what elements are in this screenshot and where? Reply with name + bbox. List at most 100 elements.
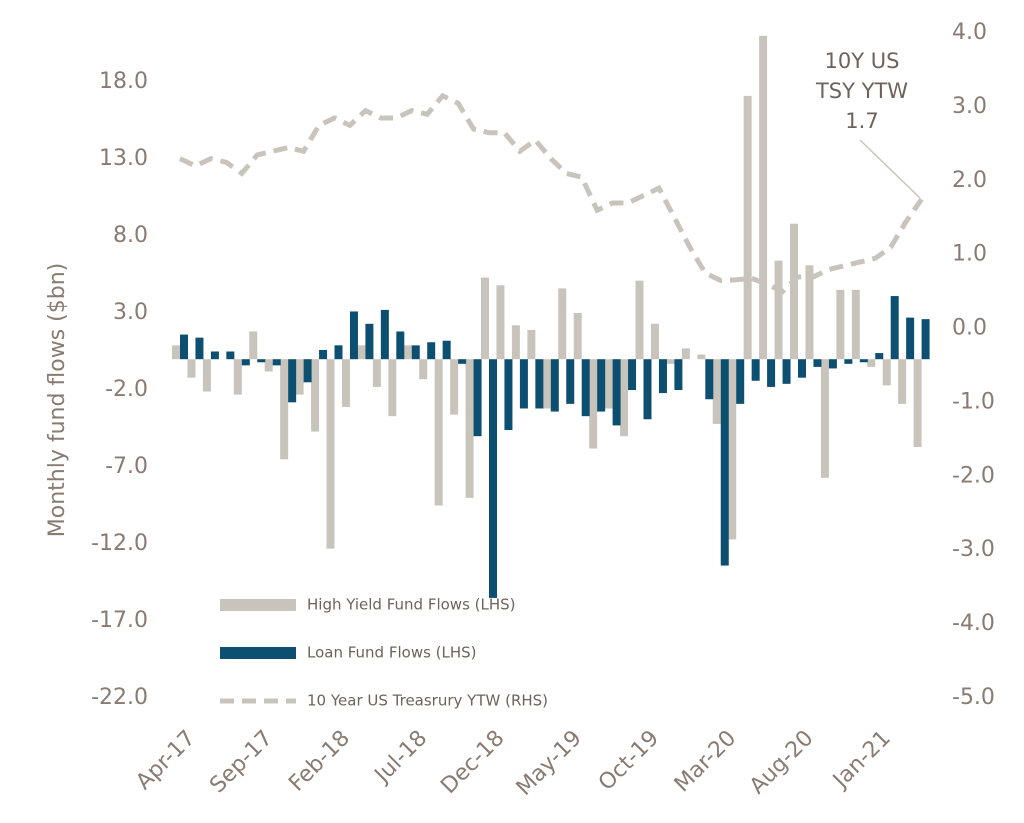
legend-label: High Yield Fund Flows (LHS)	[307, 596, 516, 614]
bar	[674, 359, 683, 390]
bar	[828, 359, 837, 369]
bar	[720, 359, 729, 566]
bar	[635, 280, 644, 360]
bar	[511, 325, 520, 360]
bar	[519, 359, 528, 409]
bar	[697, 354, 706, 360]
x-tick-label: Sep-17	[205, 726, 277, 798]
bar	[326, 359, 335, 549]
bar	[202, 359, 211, 392]
bar	[172, 345, 180, 360]
bar	[666, 359, 675, 364]
bar	[604, 359, 613, 409]
bar	[751, 359, 760, 381]
bar	[434, 359, 443, 506]
bar	[782, 359, 791, 384]
bar	[759, 35, 768, 360]
bar	[489, 359, 497, 598]
bar	[767, 359, 776, 387]
legend-swatch	[220, 647, 296, 659]
bar	[612, 359, 621, 426]
x-tick-label: Feb-18	[284, 726, 355, 797]
bar	[913, 359, 922, 447]
bar	[319, 349, 328, 360]
bar	[365, 323, 374, 360]
bar	[921, 319, 930, 360]
bar	[473, 359, 482, 437]
bar	[650, 323, 659, 360]
bar	[589, 359, 598, 449]
bar	[844, 359, 853, 364]
y2-tick-label: 0.0	[952, 316, 987, 341]
bar	[658, 359, 667, 394]
bar	[465, 359, 474, 498]
bar	[906, 317, 915, 360]
bar	[372, 359, 381, 387]
bar	[427, 342, 436, 360]
y-tick-label: 18.0	[99, 69, 148, 94]
y-tick-label: -2.0	[105, 377, 148, 402]
legend-swatch	[220, 599, 296, 611]
x-tick-label: Apr-17	[131, 726, 200, 795]
x-tick-label: Jan-21	[827, 726, 895, 794]
bar	[264, 359, 273, 372]
bar	[566, 359, 575, 404]
bar	[774, 260, 783, 360]
x-tick-label: Jul-18	[369, 726, 432, 789]
bar	[419, 359, 428, 380]
bar	[882, 359, 891, 386]
x-tick-label: Mar-20	[670, 726, 741, 797]
bar	[736, 359, 745, 404]
annotation: TSY YTW	[815, 79, 908, 103]
bar	[288, 359, 297, 403]
bar	[195, 337, 204, 360]
bar	[790, 223, 798, 360]
y-axis-label: Monthly fund flows ($bn)	[45, 263, 70, 538]
x-tick-label: Oct-19	[594, 726, 664, 796]
bar	[226, 351, 235, 360]
annotation-leader	[859, 139, 921, 199]
y2-tick-label: 2.0	[952, 168, 987, 193]
bar	[233, 359, 242, 395]
bar	[898, 359, 907, 404]
bar	[450, 359, 459, 415]
bar	[712, 359, 721, 424]
bar	[349, 311, 358, 360]
y-tick-label: -22.0	[91, 685, 148, 710]
bar	[442, 340, 451, 360]
bar	[272, 359, 281, 366]
bar	[187, 359, 196, 378]
bar	[341, 359, 350, 407]
y-tick-label: 13.0	[99, 146, 148, 171]
y2-tick-label: 4.0	[952, 20, 987, 45]
legend-label: 10 Year US Treasrury YTW (RHS)	[307, 692, 548, 710]
bar	[458, 359, 467, 364]
y-tick-label: 3.0	[113, 300, 148, 325]
y2-tick-label: -5.0	[952, 685, 995, 710]
bar	[396, 331, 405, 360]
bar	[581, 359, 590, 417]
y-tick-label: 8.0	[113, 223, 148, 248]
y-tick-label: -12.0	[91, 531, 148, 556]
bar	[411, 345, 420, 360]
bar	[380, 309, 389, 360]
bar	[890, 296, 899, 360]
bar	[257, 359, 266, 363]
bar	[743, 95, 752, 360]
y2-tick-label: 3.0	[952, 94, 987, 119]
bar	[851, 289, 860, 360]
bar	[705, 359, 714, 400]
bar	[535, 359, 544, 409]
bar	[628, 359, 637, 390]
x-tick-label: Dec-18	[436, 726, 509, 799]
bar	[496, 285, 505, 360]
bar	[558, 288, 567, 360]
bar	[388, 359, 397, 417]
legend-label: Loan Fund Flows (LHS)	[307, 644, 477, 662]
bar	[180, 334, 188, 360]
bar	[805, 265, 814, 360]
bar	[820, 359, 829, 478]
bar	[527, 329, 536, 360]
bar	[334, 345, 343, 360]
y-tick-label: -17.0	[91, 608, 148, 633]
